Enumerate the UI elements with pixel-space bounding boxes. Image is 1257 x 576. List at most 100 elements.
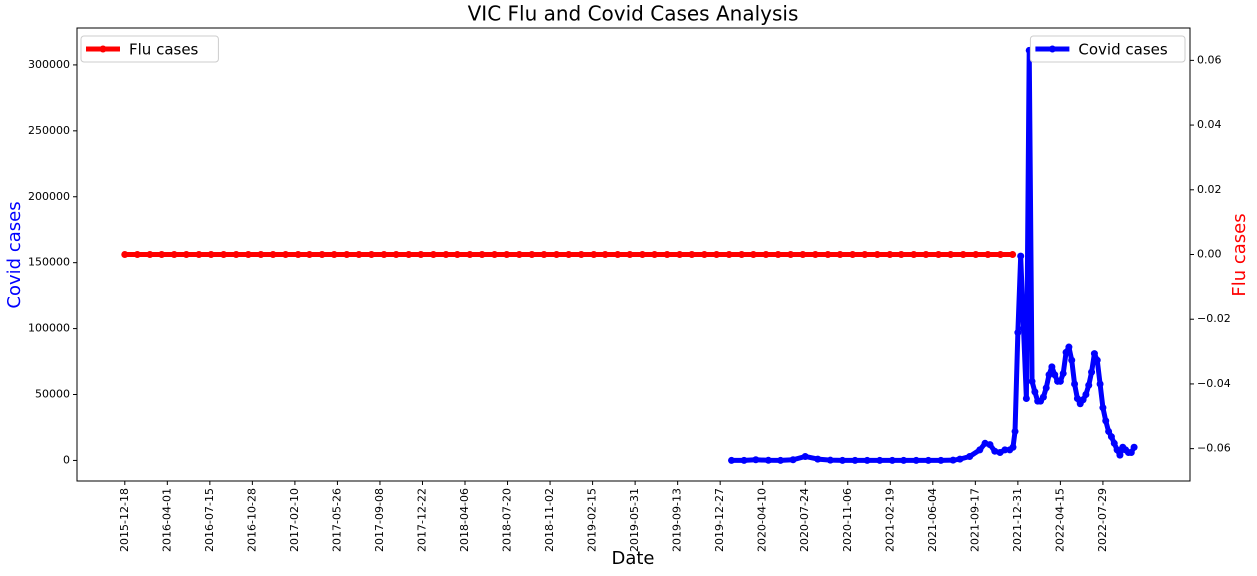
- series-marker: [861, 251, 869, 258]
- y-tick-label: 150000: [28, 256, 70, 269]
- series-marker: [158, 251, 166, 258]
- series-marker: [728, 456, 736, 464]
- series-marker: [1065, 343, 1073, 351]
- series-marker: [1048, 363, 1056, 371]
- series-marker: [1045, 371, 1053, 379]
- series-marker: [1096, 380, 1104, 388]
- series-marker: [1059, 369, 1067, 377]
- x-axis-label: Date: [611, 548, 654, 569]
- series-marker: [1085, 381, 1093, 389]
- series-marker: [1079, 396, 1087, 404]
- series-marker: [991, 447, 999, 455]
- series-marker: [934, 251, 942, 258]
- series-marker: [429, 251, 437, 258]
- series-marker: [553, 251, 561, 258]
- series-marker: [515, 251, 523, 258]
- x-tick-label: 2018-11-02: [543, 488, 556, 552]
- y-axis-label: Covid cases: [4, 201, 25, 308]
- series-marker: [1009, 443, 1017, 451]
- x-tick-label: 2021-09-17: [968, 488, 981, 552]
- series-marker: [442, 251, 450, 258]
- series-marker: [976, 446, 984, 454]
- series-marker: [824, 251, 832, 258]
- x-tick-label: 2016-10-28: [245, 488, 258, 552]
- series-marker: [826, 456, 834, 464]
- series-marker: [1090, 350, 1098, 358]
- series-marker: [1088, 368, 1096, 376]
- series-marker: [330, 251, 338, 258]
- series-marker: [305, 251, 313, 258]
- series-marker: [577, 251, 585, 258]
- series-marker: [257, 251, 265, 258]
- series-marker: [528, 251, 536, 258]
- series-marker: [1014, 329, 1022, 337]
- x-tick-label: 2020-11-06: [841, 488, 854, 552]
- series-marker: [1039, 393, 1047, 401]
- series-marker: [851, 456, 859, 464]
- x-tick-label: 2018-07-20: [501, 488, 514, 552]
- series-marker: [922, 251, 930, 258]
- series-marker: [269, 251, 277, 258]
- series-marker: [984, 251, 992, 258]
- series-marker: [873, 251, 881, 258]
- legend-marker: [1048, 45, 1056, 53]
- series-marker: [836, 251, 844, 258]
- series-marker: [789, 456, 797, 464]
- series-marker: [811, 251, 819, 258]
- series-marker: [888, 456, 896, 464]
- series-marker: [626, 251, 634, 258]
- series-marker: [912, 456, 920, 464]
- series-marker: [956, 455, 964, 463]
- series-marker: [752, 456, 760, 464]
- series-marker: [503, 251, 511, 258]
- series-marker: [1116, 451, 1124, 459]
- y2-tick-label: 0.02: [1197, 183, 1222, 196]
- series-marker: [1068, 356, 1076, 364]
- series-marker: [1056, 377, 1064, 385]
- series-marker: [1071, 380, 1079, 388]
- x-tick-label: 2015-12-18: [118, 488, 131, 552]
- y2-tick-label: −0.06: [1197, 442, 1231, 455]
- series-marker: [663, 251, 671, 258]
- series-marker: [849, 251, 857, 258]
- series-marker: [1009, 251, 1017, 258]
- series-marker: [540, 251, 548, 258]
- x-tick-label: 2016-07-15: [203, 488, 216, 552]
- y2-axis-label: Flu cases: [1229, 213, 1250, 296]
- legend-label: Covid cases: [1078, 41, 1167, 59]
- series-marker: [1028, 377, 1036, 385]
- series-marker: [740, 456, 748, 464]
- y2-tick-label: 0.00: [1197, 248, 1222, 261]
- series-marker: [986, 441, 994, 449]
- series-marker: [1001, 446, 1009, 454]
- series-marker: [146, 251, 154, 258]
- series-marker: [195, 251, 203, 258]
- x-tick-label: 2020-04-10: [756, 488, 769, 552]
- series-marker: [876, 456, 884, 464]
- series-marker: [1127, 449, 1135, 457]
- y2-tick-label: 0.04: [1197, 118, 1222, 131]
- series-marker: [478, 251, 486, 258]
- series-marker: [949, 456, 957, 464]
- series-marker: [1020, 325, 1028, 333]
- series-marker: [343, 251, 351, 258]
- series-marker: [1107, 433, 1115, 441]
- series-marker: [453, 251, 461, 258]
- series-marker: [688, 251, 696, 258]
- series-marker: [947, 251, 955, 258]
- x-tick-label: 2020-07-24: [798, 488, 811, 552]
- series-marker: [1022, 394, 1030, 402]
- series-marker: [774, 251, 782, 258]
- x-tick-label: 2017-12-22: [415, 488, 428, 552]
- y-tick-label: 200000: [28, 190, 70, 203]
- series-marker: [1017, 252, 1025, 260]
- series-marker: [725, 251, 733, 258]
- x-tick-label: 2017-09-08: [373, 488, 386, 552]
- series-marker: [1042, 384, 1050, 392]
- series-marker: [787, 251, 795, 258]
- series-marker: [700, 251, 708, 258]
- x-tick-label: 2022-04-15: [1053, 488, 1066, 552]
- series-marker: [900, 456, 908, 464]
- series-marker: [738, 251, 746, 258]
